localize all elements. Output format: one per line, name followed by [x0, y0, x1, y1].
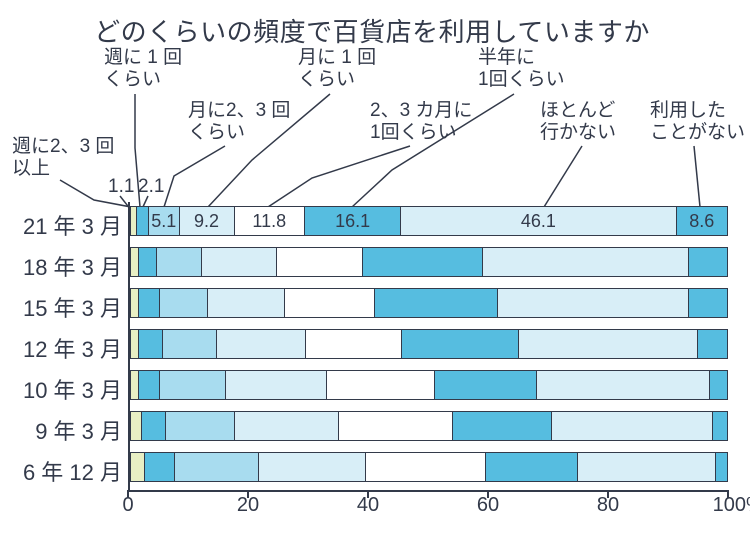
- bar-segment: [145, 452, 175, 482]
- bar-segment: [139, 370, 160, 400]
- bar-segment: [453, 411, 552, 441]
- bar-segment: [130, 247, 139, 277]
- bar-segment: 16.1: [305, 206, 401, 236]
- bar-segment: [402, 329, 519, 359]
- x-tick-label: 60: [477, 494, 499, 517]
- bar-segment: [139, 329, 163, 359]
- bar-segment: [166, 411, 235, 441]
- bar-segment: [130, 411, 142, 441]
- bar-segment: [339, 411, 453, 441]
- bar-segment: [277, 247, 364, 277]
- bar-row: [130, 411, 728, 441]
- bar-row: [130, 452, 728, 482]
- bar-segment: [137, 206, 150, 236]
- y-axis-label: 9 年 3 月: [4, 414, 122, 446]
- x-tick-label: 20: [237, 494, 259, 517]
- bar-segment: [698, 329, 728, 359]
- bar-segment: 46.1: [401, 206, 676, 236]
- bar-segment: [142, 411, 166, 441]
- bar-segment: 8.6: [677, 206, 728, 236]
- bar-segment: [160, 370, 226, 400]
- bar-segment: [689, 247, 728, 277]
- bar-segment: [327, 370, 435, 400]
- bar-row: [130, 288, 728, 318]
- bar-segment: [130, 288, 139, 318]
- x-tick-label: 100%: [713, 494, 750, 517]
- bar-segment: [157, 247, 202, 277]
- bar-segment: [552, 411, 713, 441]
- y-axis-label: 15 年 3 月: [4, 291, 122, 323]
- bar-segment: [710, 370, 728, 400]
- bar-segment: [202, 247, 277, 277]
- bar-segment: [130, 452, 145, 482]
- bar-segment: 5.1: [149, 206, 179, 236]
- bar-segment: [208, 288, 286, 318]
- leader-lines: [0, 0, 750, 220]
- y-axis-label: 12 年 3 月: [4, 332, 122, 364]
- y-axis-label: 10 年 3 月: [4, 373, 122, 405]
- bar-segment: [259, 452, 367, 482]
- x-tick-label: 0: [122, 494, 133, 517]
- bar-segment: [306, 329, 402, 359]
- bar-segment: [235, 411, 340, 441]
- chart-plot-area: 5.19.211.816.146.18.6: [128, 202, 728, 492]
- bar-segment: [375, 288, 498, 318]
- bar-segment: [139, 288, 160, 318]
- x-tick-label: 40: [357, 494, 379, 517]
- bar-segment: [483, 247, 689, 277]
- bar-segment: [716, 452, 728, 482]
- y-axis-label: 18 年 3 月: [4, 250, 122, 282]
- y-axis-label: 21 年 3 月: [4, 209, 122, 241]
- bar-segment: [519, 329, 698, 359]
- bar-segment: [163, 329, 217, 359]
- bar-segment: [689, 288, 728, 318]
- bar-segment: [578, 452, 716, 482]
- bar-segment: [537, 370, 710, 400]
- bar-segment: [130, 370, 139, 400]
- bar-segment: 11.8: [235, 206, 306, 236]
- bar-segment: [160, 288, 208, 318]
- bar-row: [130, 247, 728, 277]
- bar-row: 5.19.211.816.146.18.6: [130, 206, 728, 236]
- y-axis-label: 6 年 12 月: [4, 455, 122, 487]
- bar-segment: [285, 288, 375, 318]
- bar-row: [130, 370, 728, 400]
- bar-segment: [363, 247, 483, 277]
- bar-segment: [498, 288, 689, 318]
- bar-segment: [175, 452, 259, 482]
- bar-segment: [366, 452, 486, 482]
- bar-segment: 9.2: [180, 206, 235, 236]
- bar-segment: [435, 370, 537, 400]
- bar-row: [130, 329, 728, 359]
- bar-segment: [130, 329, 139, 359]
- bar-segment: [217, 329, 307, 359]
- bar-segment: [139, 247, 157, 277]
- x-tick-label: 80: [597, 494, 619, 517]
- bar-segment: [713, 411, 728, 441]
- bar-segment: [486, 452, 579, 482]
- bar-segment: [226, 370, 328, 400]
